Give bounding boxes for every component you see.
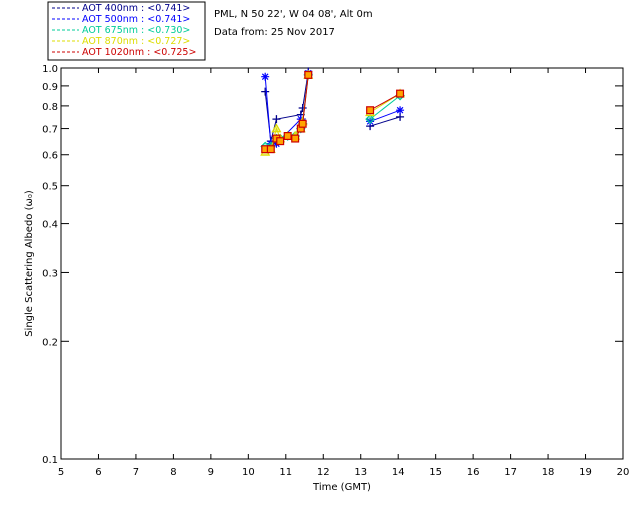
x-tick-label: 6 <box>95 467 101 478</box>
x-tick-label: 12 <box>317 467 330 478</box>
x-tick-label: 8 <box>170 467 176 478</box>
data-point <box>276 137 285 146</box>
data-series <box>260 67 406 156</box>
y-tick-label: 0.2 <box>42 337 58 348</box>
y-tick-label: 0.6 <box>42 151 58 162</box>
x-tick-label: 19 <box>579 467 592 478</box>
station-title: PML, N 50 22', W 04 08', Alt 0m <box>214 9 373 20</box>
x-tick-label: 15 <box>429 467 442 478</box>
y-tick-label: 0.1 <box>42 455 58 466</box>
y-tick-label: 0.5 <box>42 182 58 193</box>
x-tick-label: 7 <box>133 467 139 478</box>
data-point <box>261 87 270 96</box>
x-tick-label: 10 <box>242 467 255 478</box>
x-tick-label: 13 <box>354 467 367 478</box>
x-axis: 5 6 7 8 9 10 11 12 13 14 15 16 17 18 19 20 <box>58 68 630 478</box>
data-point <box>298 104 307 113</box>
data-point <box>272 115 281 124</box>
data-date: Data from: 25 Nov 2017 <box>214 27 335 38</box>
y-axis-label: Single Scattering Albedo (ω₀) <box>24 190 35 337</box>
legend-entry: AOT 870nm : <0.727> <box>82 36 190 47</box>
x-tick-label: 11 <box>279 467 292 478</box>
y-tick-label: 0.3 <box>42 268 58 279</box>
y-tick-label: 0.9 <box>42 82 58 93</box>
legend-entry: AOT 500nm : <0.741> <box>82 14 190 25</box>
series-line <box>369 116 401 127</box>
data-point <box>366 106 375 115</box>
x-tick-label: 18 <box>542 467 555 478</box>
x-tick-label: 17 <box>504 467 517 478</box>
legend-entry: AOT 1020nm : <0.725> <box>82 47 196 58</box>
station-info: PML, N 50 22', W 04 08', Alt 0m Data fro… <box>214 9 373 38</box>
x-tick-label: 5 <box>58 467 64 478</box>
x-tick-label: 16 <box>467 467 480 478</box>
y-tick-label: 0.8 <box>42 102 58 113</box>
data-point <box>291 134 300 143</box>
y-tick-label: 0.7 <box>42 125 58 136</box>
data-point <box>365 114 375 124</box>
data-point <box>261 72 270 81</box>
series-line <box>369 109 401 122</box>
data-point <box>283 132 292 141</box>
series-line <box>369 95 401 120</box>
legend: AOT 400nm : <0.741>AOT 500nm : <0.741>AO… <box>47 1 206 61</box>
series-2 <box>261 69 405 148</box>
x-tick-label: 20 <box>617 467 630 478</box>
x-tick-label: 9 <box>208 467 214 478</box>
y-axis: 0.1 0.2 0.3 0.4 0.5 0.6 0.7 0.8 0.9 1.0 <box>42 64 623 466</box>
data-point <box>304 70 313 79</box>
legend-entry: AOT 675nm : <0.730> <box>82 25 190 36</box>
data-point <box>266 145 275 154</box>
series-5 <box>261 70 405 154</box>
data-point <box>271 123 282 133</box>
series-1 <box>261 67 405 146</box>
x-tick-label: 14 <box>392 467 405 478</box>
data-point <box>366 117 375 126</box>
legend-box <box>47 1 206 61</box>
data-point <box>266 139 275 148</box>
y-tick-label: 0.4 <box>42 220 58 231</box>
series-line <box>369 93 401 111</box>
y-tick-label: 1.0 <box>42 64 58 75</box>
legend-entry: AOT 400nm : <0.741> <box>82 3 190 14</box>
plot-area <box>60 67 624 460</box>
data-point <box>396 89 405 98</box>
x-axis-label: Time (GMT) <box>312 482 371 493</box>
data-point <box>298 119 307 128</box>
data-point <box>396 106 405 115</box>
series-line <box>264 74 309 153</box>
